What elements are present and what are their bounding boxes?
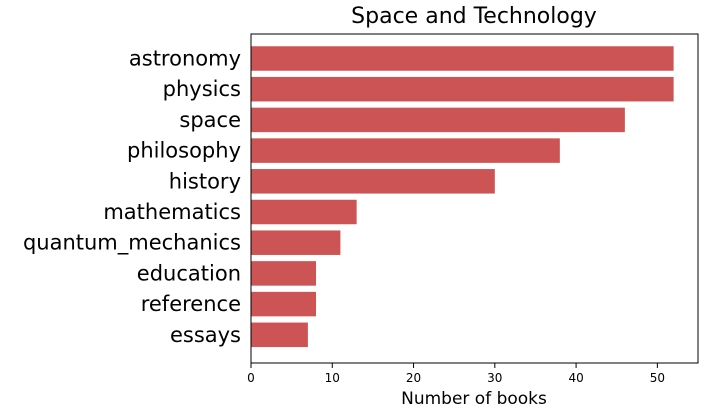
category-labels: astronomy physics space philosophy history ma… <box>23 47 241 347</box>
x-axis-label: Number of books <box>401 389 547 409</box>
bar-reference <box>251 291 317 317</box>
bar-physics <box>251 76 674 102</box>
bar-philosophy <box>251 138 560 163</box>
category-label: education <box>137 261 241 285</box>
bar-education <box>251 261 317 286</box>
bar-history <box>251 169 495 194</box>
category-label: space <box>179 108 241 132</box>
category-label: quantum_mechanics <box>23 231 241 256</box>
category-label: physics <box>163 77 241 101</box>
category-label: essays <box>170 323 241 347</box>
category-label: history <box>169 169 241 193</box>
plot-frame <box>250 33 699 364</box>
bar-quantum-mechanics <box>251 230 341 255</box>
x-tick-label: 0 <box>247 371 255 385</box>
category-label: astronomy <box>129 47 241 71</box>
x-tick-label: 30 <box>487 371 502 385</box>
category-label: mathematics <box>103 200 241 224</box>
bar-astronomy <box>251 46 674 71</box>
category-label: reference <box>141 292 241 316</box>
x-tick-label: 20 <box>406 371 421 385</box>
x-axis-ticks: 0 10 20 30 40 50 <box>247 363 665 385</box>
bar-mathematics <box>251 199 357 225</box>
x-tick-label: 50 <box>650 371 665 385</box>
x-tick-label: 40 <box>568 371 583 385</box>
chart-title: Space and Technology <box>351 4 597 29</box>
x-tick-label: 10 <box>325 371 340 385</box>
bar-space <box>251 107 625 133</box>
bars-group <box>251 46 674 348</box>
bar-essays <box>251 322 308 348</box>
category-label: philosophy <box>127 139 241 163</box>
